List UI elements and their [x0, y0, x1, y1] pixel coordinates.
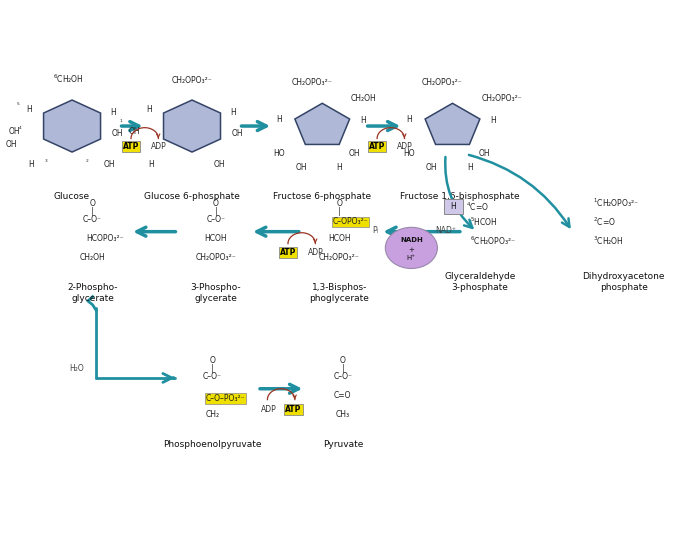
- Text: HO: HO: [273, 149, 285, 158]
- Text: $^3$CH₂OH: $^3$CH₂OH: [593, 235, 624, 247]
- Text: |: |: [342, 364, 344, 373]
- Text: ADP: ADP: [150, 142, 167, 151]
- Text: O: O: [340, 356, 346, 365]
- Text: CH₂OPO₃²⁻: CH₂OPO₃²⁻: [172, 76, 212, 85]
- Text: |: |: [215, 207, 217, 216]
- Text: OH: OH: [232, 129, 244, 138]
- Text: O: O: [90, 199, 96, 208]
- Text: NAD⁺: NAD⁺: [435, 226, 456, 235]
- Text: H: H: [230, 108, 236, 117]
- Text: Glucose: Glucose: [54, 192, 90, 201]
- Text: $^1$: $^1$: [119, 119, 123, 124]
- Text: $^5$HCOH: $^5$HCOH: [470, 216, 498, 228]
- Text: OH: OH: [9, 127, 20, 136]
- Text: C=O: C=O: [334, 392, 351, 400]
- Text: CH₂OPO₃²⁻: CH₂OPO₃²⁻: [422, 78, 463, 87]
- Circle shape: [385, 227, 438, 268]
- Text: H⁺: H⁺: [407, 255, 416, 261]
- Text: Glyceraldehyde
3-phosphate: Glyceraldehyde 3-phosphate: [444, 272, 516, 292]
- Text: C–OPO₃²⁻: C–OPO₃²⁻: [332, 217, 368, 227]
- Text: OH: OH: [112, 129, 123, 138]
- Text: C–O⁻: C–O⁻: [203, 372, 222, 381]
- Text: ADP: ADP: [261, 405, 277, 414]
- Text: $^1$CH₂OPO₃²⁻: $^1$CH₂OPO₃²⁻: [593, 197, 639, 210]
- Text: H: H: [360, 117, 366, 125]
- Text: H: H: [28, 160, 34, 169]
- Text: O: O: [337, 199, 342, 208]
- Text: OH: OH: [6, 140, 18, 148]
- Text: ATP: ATP: [280, 248, 296, 257]
- Text: Dihydroxyacetone
phosphate: Dihydroxyacetone phosphate: [582, 272, 665, 292]
- Text: OH: OH: [479, 149, 490, 158]
- Text: OH: OH: [129, 127, 141, 136]
- Text: H: H: [148, 160, 154, 169]
- Text: 1,3-Bisphos-
phoglycerate: 1,3-Bisphos- phoglycerate: [309, 283, 370, 302]
- Text: C–O⁻: C–O⁻: [206, 215, 225, 224]
- FancyBboxPatch shape: [444, 199, 463, 214]
- Polygon shape: [164, 100, 220, 152]
- Text: $^2$: $^2$: [85, 159, 90, 164]
- Text: H: H: [450, 202, 456, 211]
- Text: |: |: [338, 207, 341, 216]
- Text: $^4$C=O: $^4$C=O: [466, 201, 489, 213]
- Text: ADP: ADP: [307, 248, 323, 257]
- Text: H: H: [276, 115, 282, 124]
- Text: $^3$: $^3$: [44, 159, 48, 164]
- Text: ATP: ATP: [369, 142, 385, 151]
- Text: NADH: NADH: [400, 238, 423, 244]
- Polygon shape: [43, 100, 101, 152]
- Text: H: H: [407, 115, 412, 124]
- Text: OH: OH: [296, 163, 307, 173]
- Text: HCOPO₃²⁻: HCOPO₃²⁻: [86, 234, 123, 244]
- Text: HCOH: HCOH: [328, 234, 351, 244]
- Text: CH₂OPO₃²⁻: CH₂OPO₃²⁻: [292, 78, 332, 87]
- Text: 3-Phospho-
glycerate: 3-Phospho- glycerate: [190, 283, 241, 302]
- Text: $^6$CH₂OPO₃²⁻: $^6$CH₂OPO₃²⁻: [470, 235, 516, 247]
- Text: H: H: [491, 117, 496, 125]
- Text: C–O⁻: C–O⁻: [83, 215, 102, 224]
- Text: OH: OH: [104, 160, 116, 169]
- Text: Pᵢ: Pᵢ: [372, 226, 379, 235]
- Text: H: H: [467, 163, 473, 173]
- Text: H: H: [27, 106, 32, 114]
- Text: H: H: [146, 106, 153, 114]
- Text: $^6$CH₂OH: $^6$CH₂OH: [53, 73, 84, 85]
- Text: Glucose 6-phosphate: Glucose 6-phosphate: [144, 192, 240, 201]
- Text: 2-Phospho-
glycerate: 2-Phospho- glycerate: [67, 283, 118, 302]
- Text: O: O: [209, 356, 216, 365]
- Text: C–O–PO₃²⁻: C–O–PO₃²⁻: [206, 394, 245, 403]
- Text: ATP: ATP: [122, 142, 139, 151]
- Text: CH₂OPO₃²⁻: CH₂OPO₃²⁻: [482, 94, 522, 103]
- Text: OH: OH: [214, 160, 225, 169]
- Text: Fructose 1,6-bisphosphate: Fructose 1,6-bisphosphate: [400, 192, 519, 201]
- Polygon shape: [295, 103, 349, 145]
- Text: CH₂OPO₃²⁻: CH₂OPO₃²⁻: [195, 254, 237, 262]
- Text: ATP: ATP: [286, 405, 302, 414]
- Text: |: |: [91, 207, 94, 216]
- Text: OH: OH: [349, 149, 360, 158]
- Text: CH₃: CH₃: [336, 410, 350, 420]
- Text: O: O: [213, 199, 219, 208]
- Text: HO: HO: [403, 149, 415, 158]
- Text: $^4$: $^4$: [18, 126, 22, 131]
- Text: CH₂OH: CH₂OH: [80, 254, 106, 262]
- Text: Fructose 6-phosphate: Fructose 6-phosphate: [273, 192, 371, 201]
- Text: CH₂OH: CH₂OH: [351, 94, 377, 103]
- Text: CH₂: CH₂: [206, 410, 220, 420]
- Text: +: +: [408, 248, 414, 253]
- Text: Pyruvate: Pyruvate: [323, 440, 363, 449]
- Text: $^5$: $^5$: [16, 101, 20, 107]
- Text: H₂O: H₂O: [69, 365, 84, 373]
- Text: H: H: [111, 108, 116, 117]
- Text: H: H: [337, 163, 342, 173]
- Text: ADP: ADP: [397, 142, 412, 151]
- Text: $^2$C=O: $^2$C=O: [593, 216, 616, 228]
- Text: Phosphoenolpyruvate: Phosphoenolpyruvate: [163, 440, 262, 449]
- Polygon shape: [425, 103, 480, 145]
- Text: CH₂OPO₃²⁻: CH₂OPO₃²⁻: [319, 254, 360, 262]
- Text: HCOH: HCOH: [204, 234, 228, 244]
- Text: C–O⁻: C–O⁻: [333, 372, 352, 381]
- Text: OH: OH: [426, 163, 438, 173]
- Text: |: |: [211, 364, 214, 373]
